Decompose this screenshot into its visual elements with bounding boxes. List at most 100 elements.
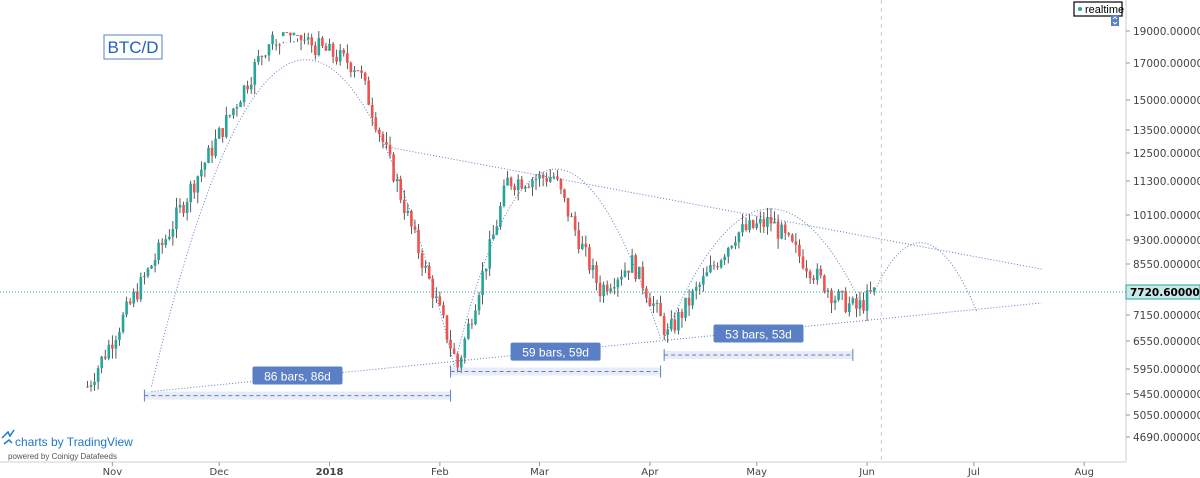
candle-body — [691, 290, 694, 306]
arc-1 — [151, 59, 455, 387]
candle-body — [737, 232, 741, 243]
candle-body — [456, 353, 459, 368]
symbol-box: BTC/D — [103, 34, 163, 60]
measure-label: 59 bars, 59d — [522, 346, 589, 360]
candle-body — [445, 315, 449, 340]
candle-body — [652, 303, 655, 306]
y-tick-label: 5450.00000000 — [1133, 389, 1200, 401]
candle-body — [267, 44, 271, 56]
candle-body — [185, 202, 189, 214]
candle-body — [531, 180, 534, 188]
candle-body — [381, 133, 385, 142]
candle-body — [438, 296, 442, 306]
candle-body — [292, 32, 296, 36]
arc-3 — [663, 208, 864, 340]
candle-body — [313, 45, 317, 56]
y-tick-label: 11300.00000000 — [1133, 176, 1200, 188]
realtime-badge[interactable]: realtime — [1073, 1, 1124, 17]
candle-body — [246, 85, 249, 90]
candle-body — [324, 45, 328, 51]
candle-body — [666, 329, 670, 335]
candle-body — [463, 338, 467, 358]
candle-body — [808, 271, 812, 279]
candle-body — [552, 176, 556, 178]
candle-body — [264, 55, 267, 57]
scale-toggle-icon[interactable] — [1111, 15, 1119, 26]
candle-body — [847, 303, 851, 313]
y-tick-label: 6550.00000000 — [1133, 336, 1200, 348]
candle-body — [399, 178, 403, 200]
candle-body — [662, 316, 666, 335]
candle-body — [630, 255, 634, 273]
candle-body — [687, 297, 691, 306]
candle-body — [378, 129, 381, 134]
candle-body — [823, 275, 826, 292]
candle-body — [260, 56, 264, 58]
candle-body — [192, 183, 196, 193]
candle-body — [516, 179, 520, 191]
candle-body — [641, 266, 645, 289]
candle-body — [353, 70, 356, 73]
candle-body — [388, 144, 392, 155]
candle-body — [196, 176, 200, 193]
candle-body — [449, 339, 452, 349]
candle-body — [758, 218, 762, 224]
candle-body — [150, 265, 153, 269]
candle-body — [135, 291, 139, 300]
candle-body — [374, 117, 378, 130]
candle-body — [317, 37, 321, 56]
candle-body — [499, 206, 502, 227]
candle-body — [865, 290, 869, 311]
x-tick-label: Nov — [103, 467, 123, 478]
candle-body — [459, 357, 463, 368]
candle-body — [139, 277, 143, 300]
candle-body — [776, 221, 780, 239]
candle-body — [787, 233, 791, 235]
candle-body — [556, 176, 559, 180]
candle-body — [328, 43, 331, 51]
candle-body — [242, 85, 246, 103]
candle-body — [773, 221, 776, 224]
x-tick-label: Mar — [530, 467, 550, 478]
candle-body — [634, 255, 637, 280]
measure-label-box — [510, 342, 601, 361]
y-tick-label: 9300.00000000 — [1133, 235, 1200, 247]
candle-body — [580, 243, 584, 250]
candle-body — [331, 43, 335, 57]
y-tick-label: 4690.00000000 — [1133, 432, 1200, 444]
candle-body — [588, 247, 591, 271]
candle-body — [271, 34, 274, 45]
candle-body — [712, 264, 716, 267]
candle-body — [545, 178, 548, 182]
measure-label: 86 bars, 86d — [264, 370, 331, 384]
measure-label-box — [713, 324, 804, 343]
candle-body — [118, 331, 121, 341]
candle-body — [278, 44, 281, 46]
candle-body — [819, 268, 823, 276]
logo-text: charts by TradingView — [15, 435, 133, 449]
x-tick-label: Jul — [967, 467, 980, 478]
x-tick-label: 2018 — [316, 467, 344, 478]
candle-body — [299, 35, 303, 41]
candle-body — [680, 311, 684, 318]
candle-body — [146, 268, 150, 276]
last-price-value: 7720.60000000 — [1130, 287, 1200, 299]
candle-body — [178, 204, 182, 208]
last-price-badge: 7720.60000000 — [1125, 284, 1200, 300]
candle-body — [744, 224, 748, 231]
tradingview-logo[interactable]: charts by TradingView — [1, 429, 133, 449]
candle-body — [801, 256, 805, 269]
candle-body — [705, 272, 709, 277]
y-tick-label: 13500.00000000 — [1133, 125, 1200, 137]
candle-body — [338, 50, 342, 62]
candle-body — [538, 174, 541, 179]
candle-body — [289, 32, 292, 36]
x-tick-label: May — [746, 467, 767, 478]
candle-body — [719, 260, 723, 268]
candle-body — [214, 138, 217, 156]
realtime-dot-icon — [1078, 7, 1082, 11]
candle-body — [815, 268, 819, 280]
x-tick-label: Apr — [641, 467, 659, 478]
candle-body — [346, 53, 349, 63]
candle-body — [93, 381, 96, 386]
